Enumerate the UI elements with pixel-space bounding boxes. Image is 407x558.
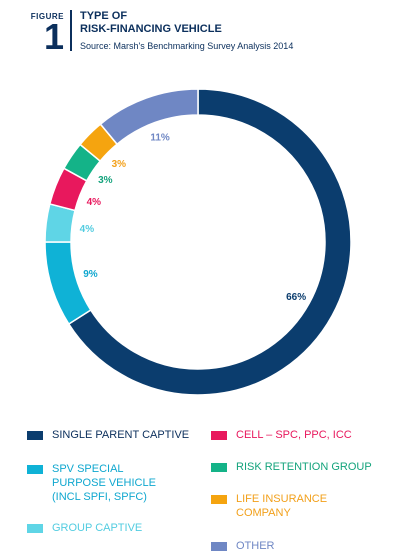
figure-title: TYPE OF RISK-FINANCING VEHICLE xyxy=(80,10,222,36)
legend-label: OTHER xyxy=(236,539,275,553)
legend-swatch xyxy=(27,524,43,533)
legend-swatch xyxy=(27,431,43,440)
figure-title-line-2: RISK-FINANCING VEHICLE xyxy=(80,23,222,35)
legend-label: LIFE INSURANCE COMPANY xyxy=(236,492,327,520)
figure-source: Source: Marsh's Benchmarking Survey Anal… xyxy=(80,41,294,51)
legend-label-line: RISK RETENTION GROUP xyxy=(236,461,372,473)
legend-item: CELL – SPC, PPC, ICC xyxy=(211,428,352,442)
legend-label: GROUP CAPTIVE xyxy=(52,521,142,535)
legend-swatch xyxy=(211,542,227,551)
donut-chart-svg: 66% 9% 4% 4% 3% 3% 11% xyxy=(44,88,352,396)
legend-swatch xyxy=(211,431,227,440)
figure-number: 1 xyxy=(43,16,64,57)
legend-swatch xyxy=(211,495,227,504)
slice-value-label: 3% xyxy=(98,175,113,186)
legend-label: SPV SPECIAL PURPOSE VEHICLE (INCL SPFI, SP… xyxy=(52,462,156,504)
chart-legend: SINGLE PARENT CAPTIVE SPV SPECIAL PURPOSE … xyxy=(0,405,407,558)
slice-value-label: 66% xyxy=(286,292,306,303)
legend-label: CELL – SPC, PPC, ICC xyxy=(236,428,352,442)
legend-swatch xyxy=(27,465,43,474)
legend-label-line: GROUP CAPTIVE xyxy=(52,522,143,534)
slice-value-label: 4% xyxy=(80,224,95,235)
legend-label-line: CELL – SPC, PPC, ICC xyxy=(236,429,352,441)
figure-header: FIGURE 1 TYPE OF RISK-FINANCING VEHICLE … xyxy=(0,0,407,60)
legend-label-line: SINGLE PARENT CAPTIVE xyxy=(52,429,190,441)
slice-value-label: 3% xyxy=(112,159,127,170)
legend-label-line: LIFE INSURANCE xyxy=(236,493,328,505)
legend-item: SINGLE PARENT CAPTIVE xyxy=(27,428,189,442)
legend-item: RISK RETENTION GROUP xyxy=(211,460,372,474)
legend-label-line: OTHER xyxy=(236,540,275,552)
figure-label: FIGURE xyxy=(30,12,64,21)
donut-slice-single-parent-captive xyxy=(67,88,352,396)
legend-item: GROUP CAPTIVE xyxy=(27,521,142,535)
legend-label-line: PURPOSE VEHICLE xyxy=(52,477,156,489)
slice-value-label: 4% xyxy=(87,197,102,208)
figure-title-line-1: TYPE OF xyxy=(80,10,128,22)
slice-value-label: 9% xyxy=(83,269,98,280)
header-divider xyxy=(70,10,72,51)
slice-value-label: 11% xyxy=(150,133,170,144)
donut-slice-spv-special-purpose-vehicle-incl-spfi-spfc xyxy=(44,241,92,326)
legend-swatch xyxy=(211,463,227,472)
legend-item: SPV SPECIAL PURPOSE VEHICLE (INCL SPFI, SP… xyxy=(27,462,156,504)
donut-slice-other xyxy=(99,88,199,146)
legend-item: LIFE INSURANCE COMPANY xyxy=(211,492,327,520)
legend-label: SINGLE PARENT CAPTIVE xyxy=(52,428,189,442)
legend-label-line: (INCL SPFI, SPFC) xyxy=(52,491,147,503)
legend-item: OTHER xyxy=(211,539,275,553)
legend-label-line: COMPANY xyxy=(236,507,291,519)
legend-label: RISK RETENTION GROUP xyxy=(236,460,372,474)
donut-chart: 66% 9% 4% 4% 3% 3% 11% xyxy=(0,60,407,405)
legend-label-line: SPV SPECIAL xyxy=(52,463,124,475)
